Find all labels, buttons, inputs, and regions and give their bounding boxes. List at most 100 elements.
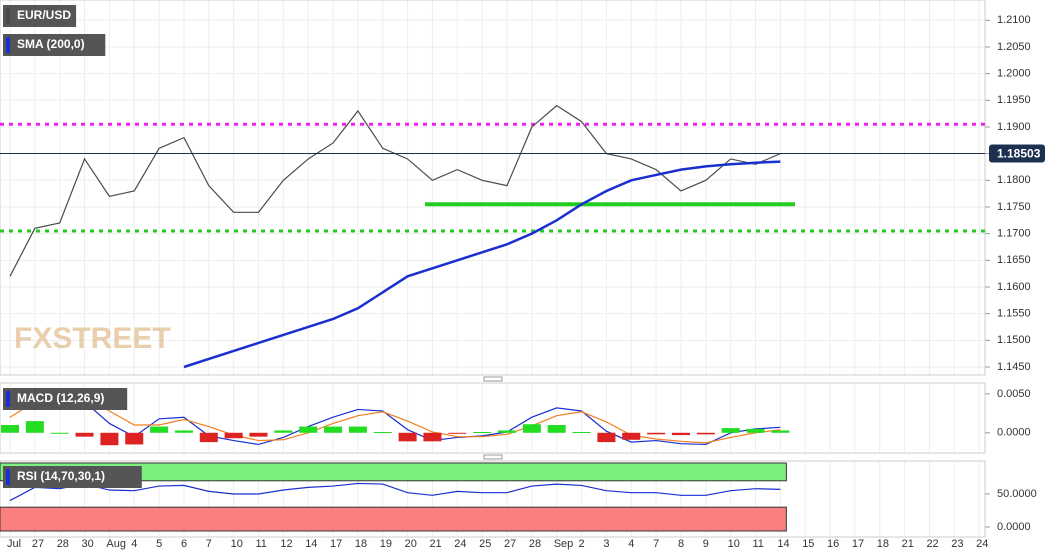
last-price-box	[989, 144, 1045, 163]
histogram-bar	[274, 430, 293, 433]
legend-label: SMA (200,0)	[17, 37, 85, 51]
histogram-bar	[547, 425, 566, 433]
x-tick-label: 10	[728, 538, 740, 550]
y-tick-label: 1.2100	[997, 14, 1031, 26]
x-tick-label: 30	[82, 538, 94, 550]
histogram-bar	[150, 426, 169, 433]
x-tick-label: 7	[206, 538, 212, 550]
legend-item: EUR/USD	[3, 5, 77, 27]
y-tick-label: 1.1450	[997, 361, 1031, 373]
x-tick-label: 21	[429, 538, 441, 550]
x-tick-label: Sep	[554, 538, 574, 550]
histogram-bar	[174, 430, 193, 433]
x-tick-label: 18	[877, 538, 889, 550]
series-line	[9, 104, 781, 277]
histogram-bar	[100, 432, 119, 446]
x-tick-label: 25	[479, 538, 491, 550]
y-tick-label: 1.1600	[997, 281, 1031, 293]
y-tick-label: 1.1500	[997, 334, 1031, 346]
panel-divider	[483, 454, 503, 460]
legend-swatch	[6, 469, 10, 485]
legend-swatch	[6, 37, 10, 53]
histogram-bar	[50, 432, 69, 434]
histogram-bar	[25, 421, 44, 433]
legend-item: MACD (12,26,9)	[3, 388, 128, 410]
histogram-bar	[324, 426, 343, 433]
histogram-bar	[696, 432, 715, 435]
overbought-band	[0, 462, 787, 482]
legend-item: SMA (200,0)	[3, 34, 106, 56]
x-tick-label: 12	[280, 538, 292, 550]
histogram-bar	[572, 432, 591, 433]
legend-swatch	[6, 391, 10, 407]
x-tick-label: 7	[653, 538, 659, 550]
histogram-bar	[224, 432, 243, 439]
histogram-bar	[348, 426, 367, 433]
series-line	[183, 160, 781, 369]
legend-box	[3, 466, 142, 488]
x-tick-label: 19	[380, 538, 392, 550]
histogram-bar	[249, 432, 268, 437]
y-tick-label: 0.0000	[997, 427, 1031, 439]
histogram-bar	[75, 432, 94, 437]
y-tick-label: 1.1700	[997, 228, 1031, 240]
x-tick-label: 4	[131, 538, 137, 550]
y-tick-label: 1.1900	[997, 121, 1031, 133]
panel-frame	[0, 0, 986, 376]
x-tick-label: 17	[852, 538, 864, 550]
histogram-bar	[373, 432, 392, 433]
legend-swatch	[6, 8, 10, 24]
histogram-bar	[771, 430, 790, 433]
y-tick-label: 1.2050	[997, 41, 1031, 53]
x-tick-label: 28	[529, 538, 541, 550]
x-tick-label: 21	[902, 538, 914, 550]
legend-box	[3, 34, 106, 56]
x-tick-label: 2	[579, 538, 585, 550]
legend-box	[3, 5, 77, 27]
x-tick-label: 27	[32, 538, 44, 550]
histogram-bar	[746, 428, 765, 433]
x-tick-label: 22	[926, 538, 938, 550]
panel-frame	[0, 460, 986, 538]
y-tick-label: 50.0000	[997, 488, 1037, 500]
x-tick-label: Aug	[106, 538, 126, 550]
panel-frame	[0, 382, 986, 454]
histogram-bar	[597, 432, 616, 443]
y-tick-label: 1.2000	[997, 68, 1031, 80]
series-line	[9, 482, 781, 502]
y-tick-label: 1.1750	[997, 201, 1031, 213]
x-tick-label: 6	[181, 538, 187, 550]
x-tick-label: 24	[976, 538, 988, 550]
histogram-bar	[1, 425, 19, 433]
y-tick-label: 1.1650	[997, 254, 1031, 266]
x-tick-label: 23	[951, 538, 963, 550]
x-tick-label: 14	[777, 538, 789, 550]
y-tick-label: 1.1950	[997, 94, 1031, 106]
x-tick-label: 16	[827, 538, 839, 550]
x-tick-label: Jul	[7, 538, 21, 550]
histogram-bar	[671, 432, 690, 436]
oversold-band	[0, 506, 787, 532]
legend-label: MACD (12,26,9)	[17, 391, 104, 405]
x-tick-label: 18	[355, 538, 367, 550]
y-tick-label: 0.0050	[997, 388, 1031, 400]
x-tick-label: 10	[231, 538, 243, 550]
series-line	[9, 393, 781, 444]
x-tick-label: 4	[628, 538, 634, 550]
x-tick-label: 14	[305, 538, 317, 550]
x-tick-label: 17	[330, 538, 342, 550]
x-tick-label: 5	[156, 538, 162, 550]
x-tick-label: 20	[405, 538, 417, 550]
last-price-label: 1.18503	[997, 147, 1041, 161]
legend-label: RSI (14,70,30,1)	[17, 469, 105, 483]
x-tick-label: 27	[504, 538, 516, 550]
watermark: FXSTREET	[14, 322, 171, 355]
x-tick-label: 11	[256, 538, 267, 550]
histogram-bar	[398, 432, 417, 442]
histogram-bar	[473, 432, 492, 433]
y-tick-label: 0.0000	[997, 521, 1031, 533]
x-tick-label: 28	[57, 538, 69, 550]
y-tick-label: 1.1550	[997, 308, 1031, 320]
x-tick-label: 11	[753, 538, 764, 550]
